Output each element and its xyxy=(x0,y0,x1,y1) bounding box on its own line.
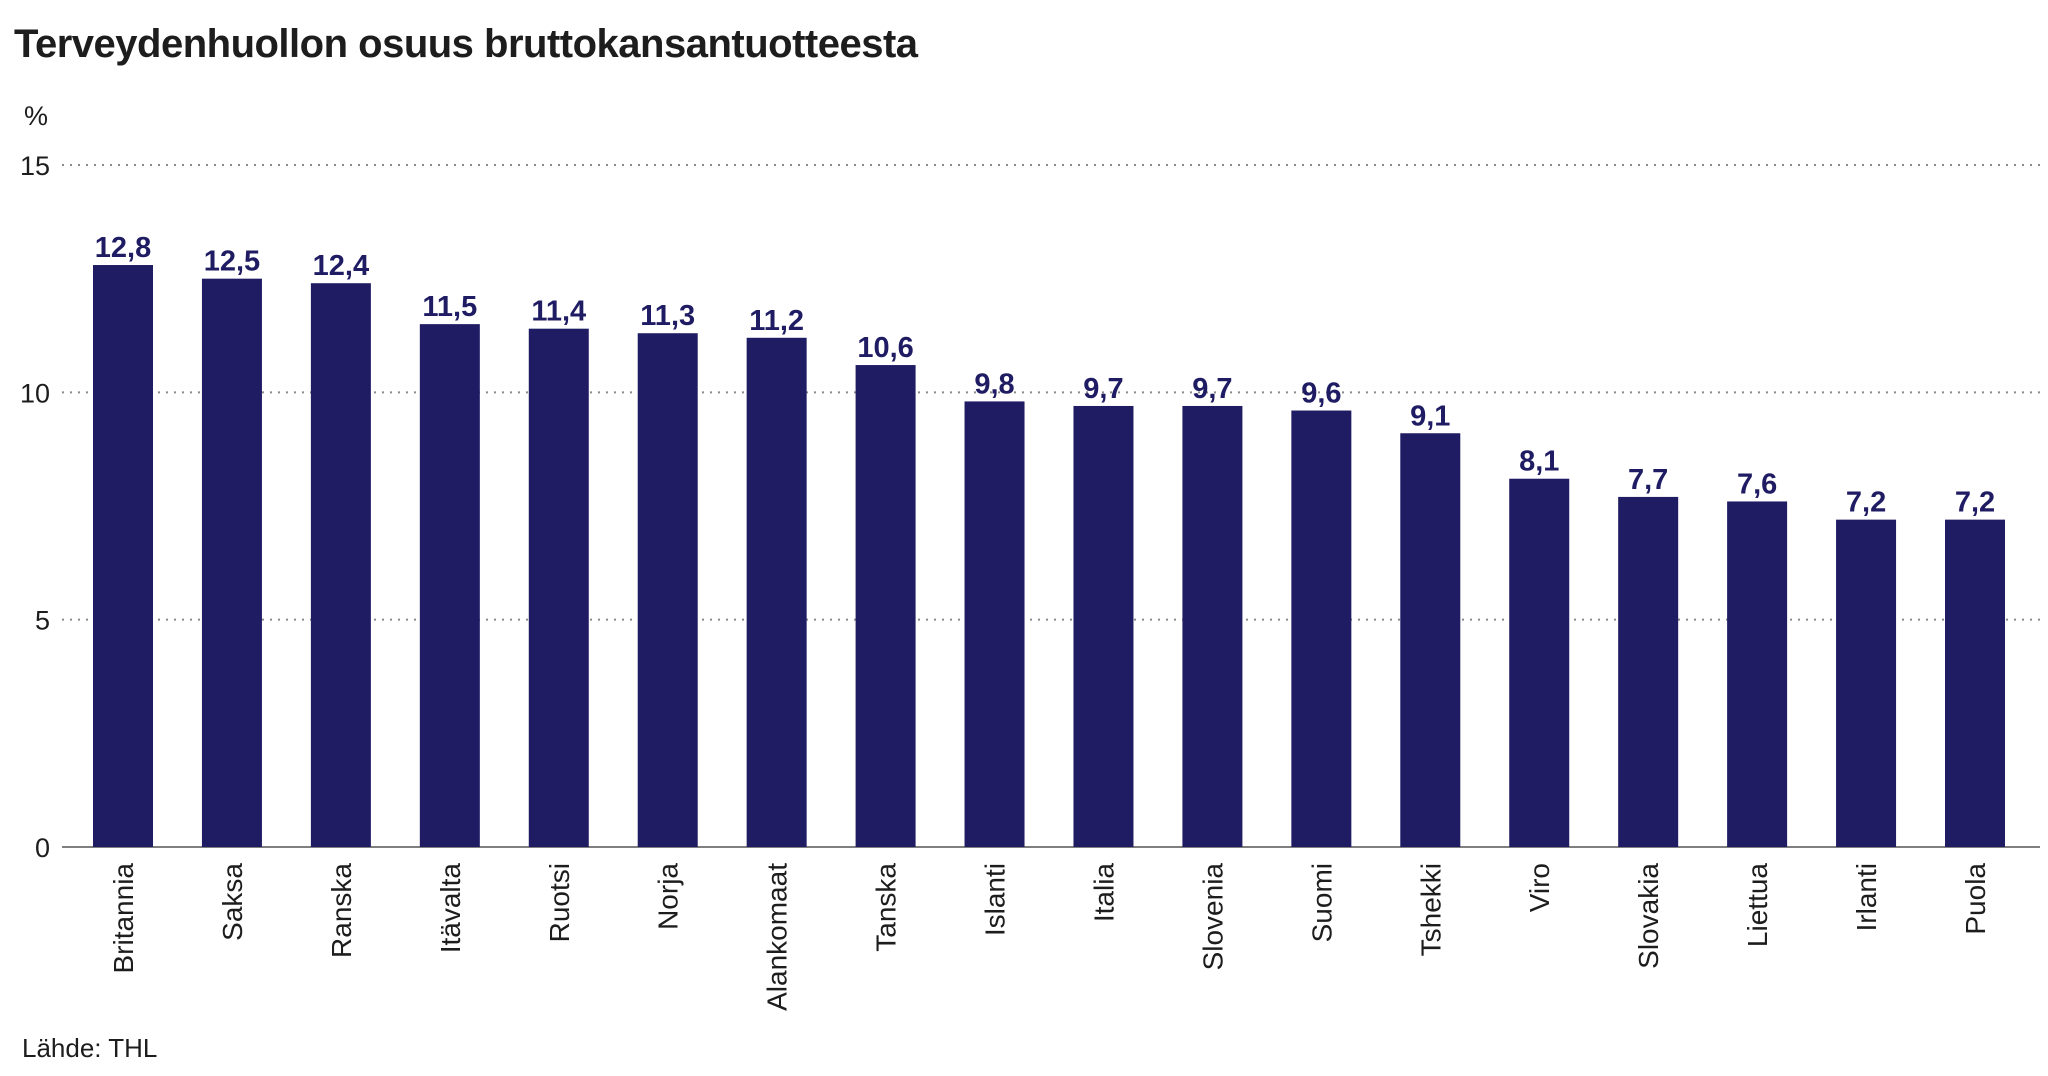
bar xyxy=(1400,433,1461,847)
bar xyxy=(855,365,916,847)
bar-value-label: 12,8 xyxy=(95,232,151,264)
y-tick-label: 0 xyxy=(35,833,50,863)
x-category-label: Liettua xyxy=(1742,863,1773,947)
x-category-label: Ruotsi xyxy=(544,863,575,942)
y-tick-label: 15 xyxy=(20,151,50,181)
x-category-label: Ranska xyxy=(326,863,357,958)
x-axis-category-labels: Britannia Saksa Ranska Itävalta Ruotsi Norja A… xyxy=(108,863,1991,1011)
grid-lines xyxy=(62,164,2040,848)
bar-value-label: 11,3 xyxy=(640,300,695,332)
x-category-label: Slovenia xyxy=(1197,863,1228,971)
y-tick-label: 10 xyxy=(20,378,50,408)
x-category-label: Saksa xyxy=(217,863,248,941)
x-category-label: Puola xyxy=(1960,863,1991,935)
bar xyxy=(1182,405,1243,847)
x-category-label: Viro xyxy=(1524,863,1555,912)
bar xyxy=(1291,410,1352,847)
bar-value-label: 9,6 xyxy=(1301,378,1341,410)
bar-value-label: 7,7 xyxy=(1628,464,1668,496)
bar xyxy=(1727,501,1788,847)
bar-value-label: 10,6 xyxy=(857,332,913,364)
bar xyxy=(637,333,698,847)
x-category-label: Suomi xyxy=(1306,863,1337,942)
bar-value-label: 7,2 xyxy=(1955,487,1995,519)
x-category-label: Tanska xyxy=(871,863,902,952)
bar xyxy=(964,401,1025,847)
bar xyxy=(746,337,807,847)
y-axis: % 0 5 10 15 xyxy=(20,101,50,863)
x-category-label: Britannia xyxy=(108,863,139,974)
bar-value-label: 9,7 xyxy=(1083,373,1123,405)
bar xyxy=(528,328,589,847)
x-category-label: Alankomaat xyxy=(762,863,793,1011)
chart-title: Terveydenhuollon osuus bruttokansantuott… xyxy=(14,22,918,66)
bar-value-label: 7,2 xyxy=(1846,487,1886,519)
bar-value-label: 11,2 xyxy=(749,305,804,337)
x-category-label: Norja xyxy=(653,863,684,930)
bar xyxy=(310,283,371,847)
bar-value-label: 9,7 xyxy=(1192,373,1232,405)
bar-value-label: 9,8 xyxy=(974,368,1014,400)
x-category-label: Irlanti xyxy=(1851,863,1882,931)
bar xyxy=(93,265,153,847)
bar-value-label: 12,4 xyxy=(313,250,369,282)
bar-value-label: 11,4 xyxy=(531,296,586,328)
bar-value-label: 8,1 xyxy=(1519,446,1559,478)
bar-value-label: 12,5 xyxy=(204,246,260,278)
bars xyxy=(93,265,2005,848)
x-category-label: Tshekki xyxy=(1415,863,1446,956)
value-labels: 12,8 12,5 12,4 11,5 11,4 11,3 11,2 10,6 9,8 9,7 9,… xyxy=(95,232,1995,519)
bar xyxy=(201,278,262,848)
bar xyxy=(1945,519,2005,847)
bar xyxy=(1073,405,1134,847)
y-axis-unit-label: % xyxy=(24,101,48,131)
x-category-label: Italia xyxy=(1088,863,1119,923)
x-category-label: Islanti xyxy=(980,863,1011,936)
bar xyxy=(1836,519,1897,847)
bar-value-label: 9,1 xyxy=(1410,400,1450,432)
x-category-label: Slovakia xyxy=(1633,863,1664,969)
bar xyxy=(419,324,480,848)
bar xyxy=(1509,478,1570,847)
x-category-label: Itävalta xyxy=(435,863,466,954)
bar xyxy=(1618,496,1679,847)
source-note: Lähde: THL xyxy=(22,1033,158,1063)
bar-value-label: 11,5 xyxy=(422,291,477,323)
bar-value-label: 7,6 xyxy=(1737,468,1777,500)
y-tick-label: 5 xyxy=(35,606,50,636)
